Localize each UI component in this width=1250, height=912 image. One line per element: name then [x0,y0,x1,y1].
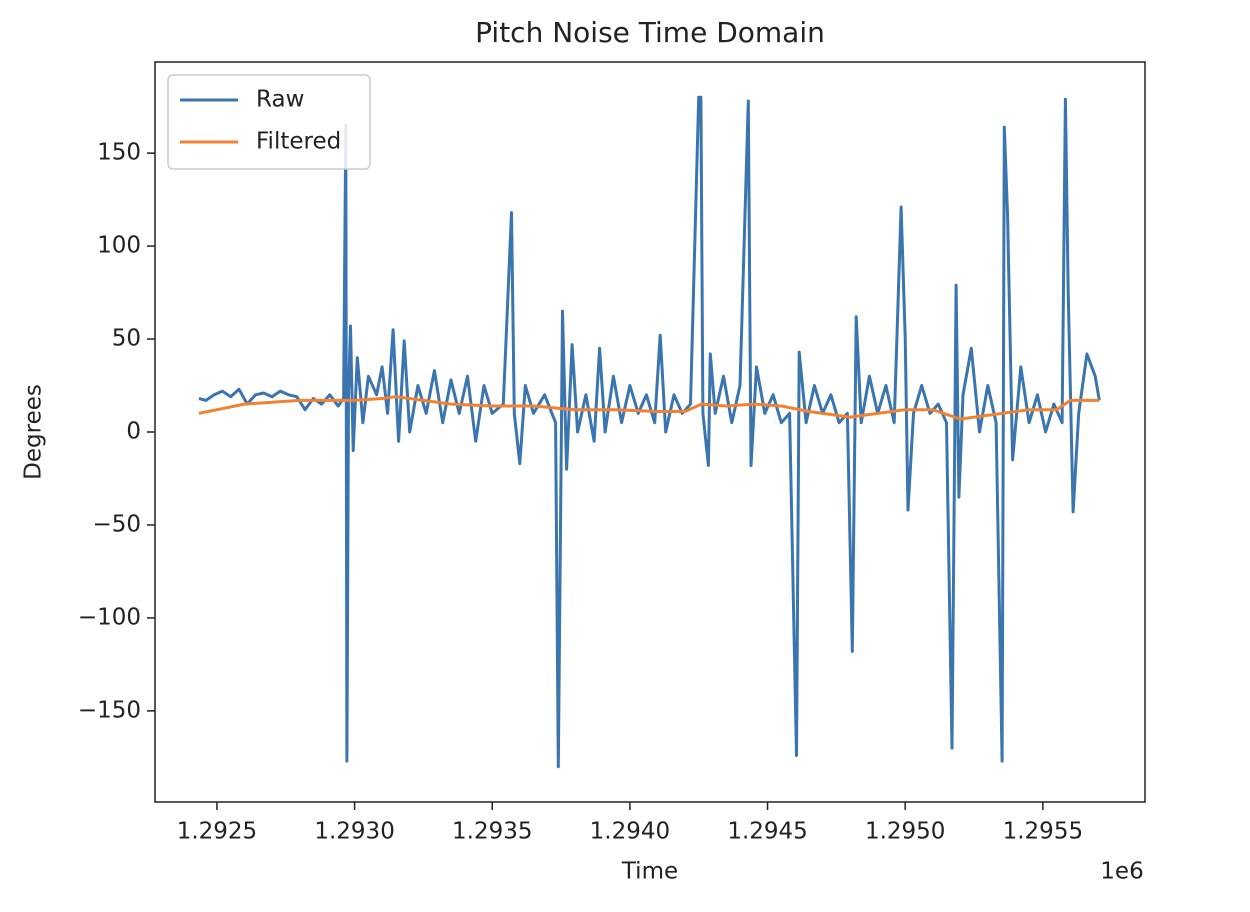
y-tick-label: 150 [97,140,141,166]
y-axis-label: Degrees [21,384,47,480]
y-tick-label: −150 [78,697,141,723]
x-offset-label: 1e6 [1100,859,1143,885]
x-tick-label: 1.2955 [1003,819,1083,845]
chart-title: Pitch Noise Time Domain [475,16,825,49]
plot-frame [154,61,1146,803]
y-tick-label: −50 [92,511,141,537]
y-tick-label: −100 [78,604,141,630]
legend-label: Filtered [256,129,341,155]
x-tick-label: 1.2940 [590,819,670,845]
x-tick-label: 1.2935 [452,819,532,845]
series-line [198,95,1101,769]
y-tick-label: 50 [112,326,141,352]
y-tick-label: 100 [97,233,141,259]
x-axis-label: Time [621,859,678,885]
x-tick-label: 1.2925 [177,819,257,845]
x-tick-label: 1.2950 [865,819,945,845]
legend-label: Raw [256,87,304,113]
series-line [198,395,1100,421]
y-tick-label: 0 [126,419,141,445]
x-tick-label: 1.2945 [727,819,807,845]
x-tick-label: 1.2930 [314,819,394,845]
